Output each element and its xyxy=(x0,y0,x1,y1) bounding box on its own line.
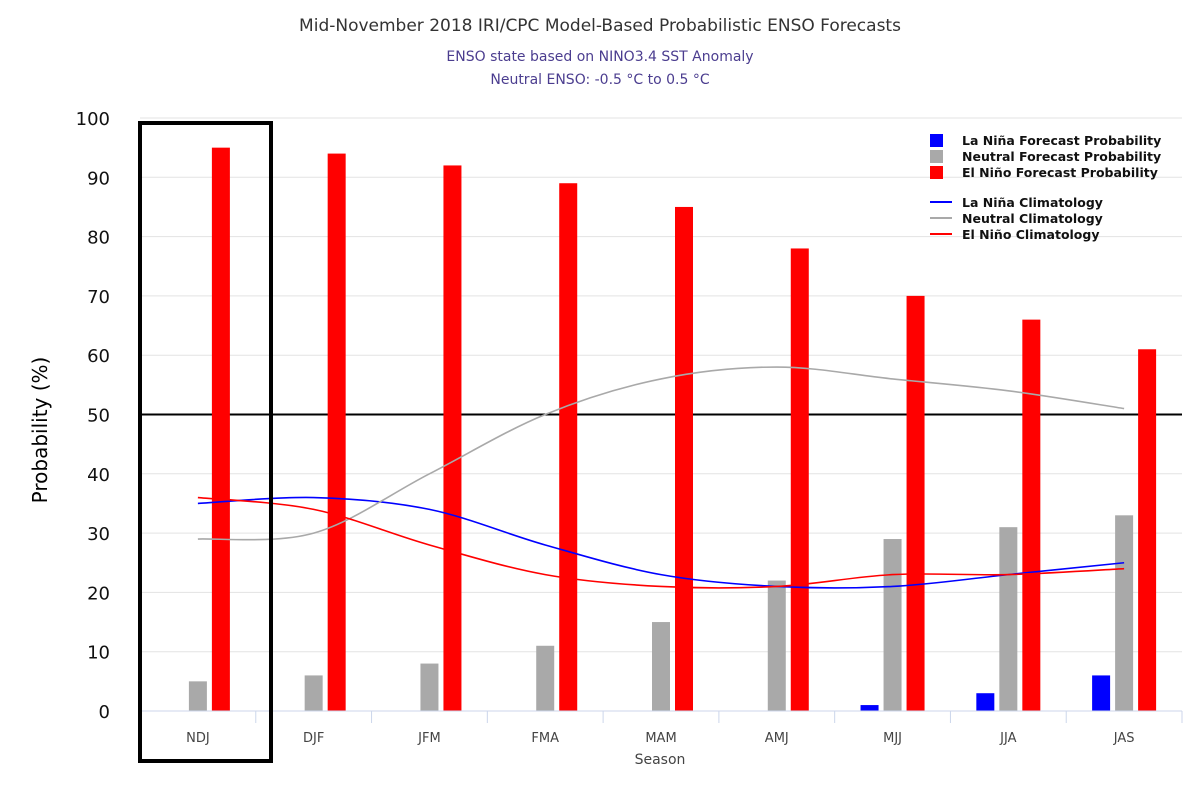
x-tick-labels: NDJ DJF JFM FMA MAM AMJ MJJ JJA JAS xyxy=(186,731,1134,746)
legend-item-la-nina-climatology[interactable]: La Niña Climatology xyxy=(930,194,1161,210)
legend-item-el-nino-climatology[interactable]: El Niño Climatology xyxy=(930,226,1161,242)
neutral-bar xyxy=(188,681,207,711)
current-season-highlight xyxy=(138,121,273,763)
x-tick-label: DJF xyxy=(303,731,324,746)
legend-item-el-nino-forecast[interactable]: El Niño Forecast Probability xyxy=(930,164,1161,180)
y-tick-label: 70 xyxy=(87,287,110,308)
legend-item-neutral-climatology[interactable]: Neutral Climatology xyxy=(930,210,1161,226)
x-tick-label: AMJ xyxy=(765,731,789,746)
el-nino-bar xyxy=(443,165,462,711)
x-tick-label: JJA xyxy=(999,731,1016,746)
la-nina-climatology-swatch xyxy=(930,201,952,203)
y-tick-label: 100 xyxy=(76,109,110,130)
neutral-bar xyxy=(999,527,1018,711)
legend[interactable]: La Niña Forecast Probability Neutral For… xyxy=(930,132,1161,242)
y-tick-label: 50 xyxy=(87,406,110,427)
el-nino-bar xyxy=(327,153,346,711)
la-nina-bar xyxy=(860,705,879,711)
y-tick-labels: 0 10 20 30 40 50 60 70 80 90 100 xyxy=(76,109,110,723)
chart-title: Mid-November 2018 IRI/CPC Model-Based Pr… xyxy=(299,16,901,36)
x-tick-label: FMA xyxy=(531,731,559,746)
climatology-lines xyxy=(197,366,1125,589)
chart-subtitle-state: ENSO state based on NINO3.4 SST Anomaly xyxy=(446,49,754,65)
x-tick-label: JFM xyxy=(417,731,441,746)
legend-label: La Niña Climatology xyxy=(962,194,1103,210)
legend-item-la-nina-forecast[interactable]: La Niña Forecast Probability xyxy=(930,132,1161,148)
y-tick-label: 20 xyxy=(87,583,110,604)
x-tick-label: NDJ xyxy=(186,731,210,746)
legend-label: La Niña Forecast Probability xyxy=(962,132,1162,148)
neutral-bar xyxy=(652,622,670,711)
legend-label: Neutral Forecast Probability xyxy=(962,148,1162,164)
y-tick-label: 80 xyxy=(87,228,110,249)
y-tick-label: 90 xyxy=(87,168,110,189)
neutral-bar xyxy=(304,675,323,711)
el-nino-forecast-swatch xyxy=(930,165,943,179)
legend-label: Neutral Climatology xyxy=(962,210,1103,226)
x-tick-label: MAM xyxy=(645,731,676,746)
neutral-bar xyxy=(420,663,439,711)
y-axis-label: Probability (%) xyxy=(28,356,52,504)
neutral-forecast-swatch xyxy=(930,149,943,163)
y-tick-label: 40 xyxy=(87,465,110,486)
legend-label: El Niño Climatology xyxy=(962,226,1100,242)
x-tick-label: JAS xyxy=(1113,731,1135,746)
la-nina-forecast-swatch xyxy=(930,133,943,147)
neutral-bar xyxy=(536,645,555,711)
neutral-bar xyxy=(767,580,786,711)
legend-item-neutral-forecast[interactable]: Neutral Forecast Probability xyxy=(930,148,1161,164)
y-tick-label: 30 xyxy=(87,524,110,545)
el-nino-bar xyxy=(906,295,925,711)
neutral-bar xyxy=(1115,515,1134,711)
el-nino-bar xyxy=(1022,319,1041,711)
neutral-climatology-line xyxy=(197,366,1125,541)
axes xyxy=(139,710,1183,723)
el-nino-bar xyxy=(1138,349,1157,711)
el-nino-climatology-line xyxy=(197,496,1125,589)
y-tick-label: 10 xyxy=(87,643,110,664)
el-nino-bar xyxy=(211,147,230,711)
bar-series xyxy=(188,147,1157,712)
el-nino-bar xyxy=(790,248,809,711)
legend-label: El Niño Forecast Probability xyxy=(962,164,1158,180)
y-tick-label: 0 xyxy=(99,702,110,723)
neutral-bar xyxy=(883,539,902,711)
la-nina-bar xyxy=(976,693,995,711)
highlight-box xyxy=(138,121,273,763)
el-nino-climatology-swatch xyxy=(930,233,952,235)
la-nina-bar xyxy=(1092,675,1111,711)
x-tick-label: MJJ xyxy=(883,731,902,746)
el-nino-bar xyxy=(559,183,578,712)
el-nino-bar xyxy=(675,206,693,711)
neutral-climatology-swatch xyxy=(930,217,952,219)
chart-subtitle-neutral: Neutral ENSO: -0.5 °C to 0.5 °C xyxy=(490,72,710,88)
y-tick-label: 60 xyxy=(87,346,110,367)
x-axis-label: Season xyxy=(634,752,686,768)
la-nina-climatology-line xyxy=(197,496,1125,589)
